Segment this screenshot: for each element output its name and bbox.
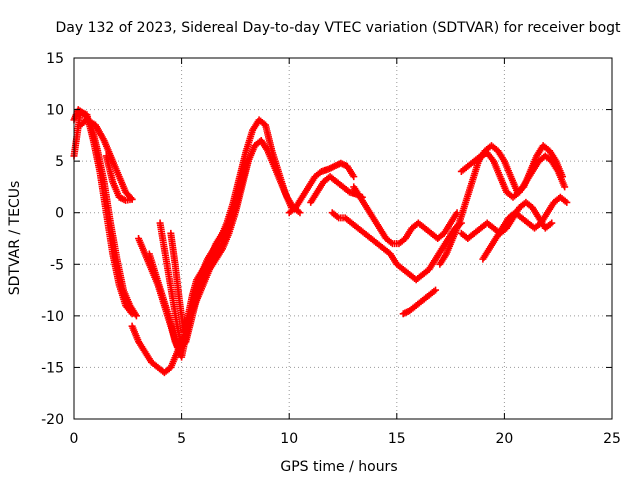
series-mid-e	[399, 286, 440, 318]
x-tick-label: 20	[495, 431, 513, 447]
data-point-marker	[128, 195, 136, 203]
x-tick-label: 0	[70, 431, 79, 447]
plot-frame	[73, 57, 613, 420]
x-tick-label: 25	[603, 431, 621, 447]
series-late-b	[457, 149, 569, 201]
y-tick-label: -20	[41, 412, 64, 428]
data-point-marker	[218, 229, 226, 237]
x-tick-label: 10	[280, 431, 298, 447]
series-mid-d	[350, 183, 461, 248]
data-point-marker	[214, 250, 222, 258]
data-point-marker	[350, 173, 358, 181]
axis-ticks: 0 5 10 15 20 25 -20 -15 -10 -5 0 5 10 15	[41, 51, 621, 447]
series-dip-d	[156, 219, 222, 351]
chart-title: Day 132 of 2023, Sidereal Day-to-day VTE…	[55, 20, 621, 36]
series-mid-a	[285, 159, 358, 217]
y-tick-label: -5	[50, 257, 64, 273]
y-tick-label: 0	[55, 206, 64, 222]
series-dip-e	[167, 229, 226, 335]
data-point-marker	[432, 286, 440, 294]
data-point-marker	[563, 198, 571, 206]
y-axis-label: SDTVAR / TECUs	[7, 181, 23, 296]
data-point-marker	[548, 219, 556, 227]
y-tick-label: -10	[41, 309, 64, 325]
y-tick-label: -15	[41, 360, 64, 376]
y-tick-label: 5	[55, 154, 64, 170]
data-point-marker	[132, 312, 140, 320]
grid-lines	[74, 58, 612, 419]
x-axis-label: GPS time / hours	[280, 459, 397, 475]
data-points	[70, 106, 571, 377]
series-early-c	[76, 116, 136, 203]
y-tick-label: 15	[46, 51, 64, 67]
x-tick-label: 15	[388, 431, 406, 447]
data-point-marker	[561, 183, 569, 191]
x-tick-label: 5	[177, 431, 186, 447]
series-early-d	[102, 152, 136, 204]
y-tick-label: 10	[46, 103, 64, 119]
series-late-d	[479, 193, 571, 263]
data-point-marker	[296, 209, 304, 217]
